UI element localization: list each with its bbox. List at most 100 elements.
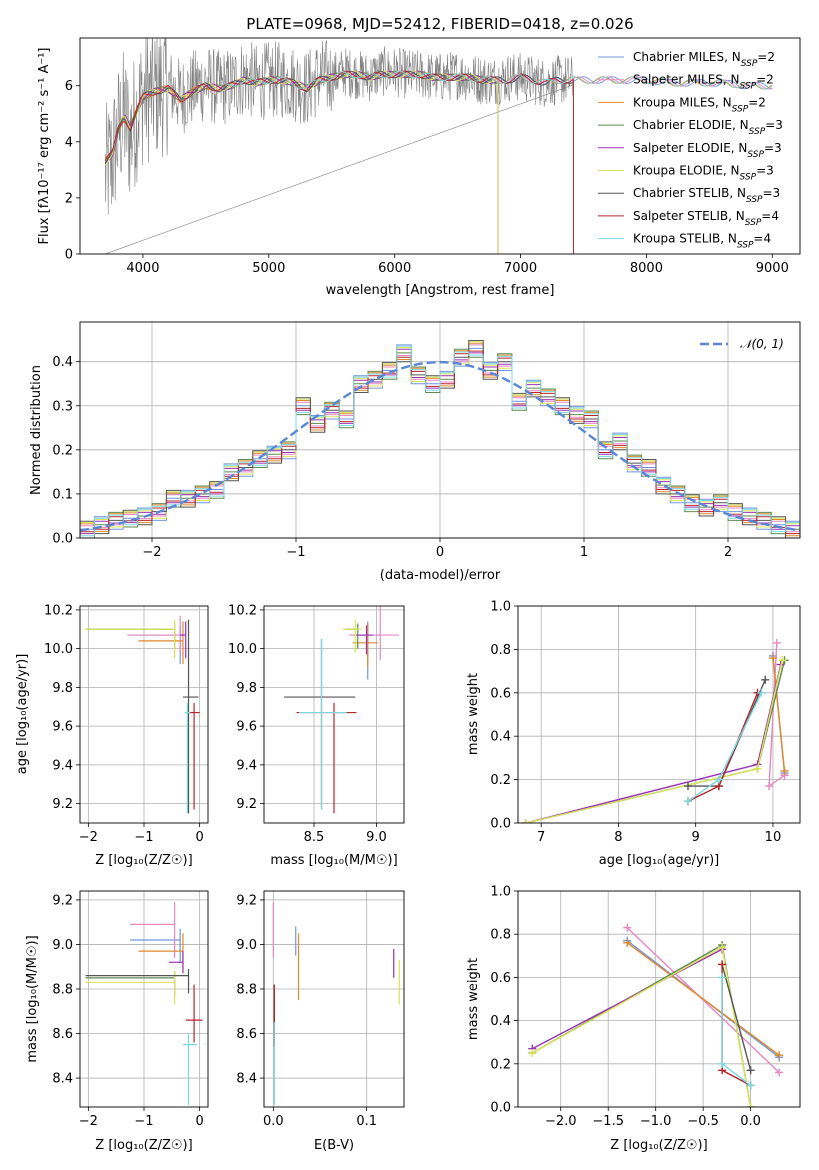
y-tick-label: 0.6: [490, 971, 511, 986]
mass-weight-line: [531, 946, 752, 1107]
mass-weight-line: [687, 692, 759, 802]
mass-weight-marker: [528, 1049, 537, 1057]
y-tick-label: 9.2: [52, 797, 73, 812]
legend-entry: Salpeter MILES, NSSP=2: [633, 73, 774, 92]
residual-histogram-step: [80, 348, 800, 538]
legend-entry: Salpeter STELIB, NSSP=4: [633, 209, 779, 228]
x-tick-label: 8: [614, 830, 622, 845]
y-tick-label: 9.0: [236, 938, 257, 953]
mass-weight-marker: [521, 819, 530, 823]
legend-entry: Chabrier ELODIE, NSSP=3: [633, 118, 783, 137]
legend-entry: 𝒩(0, 1): [740, 337, 784, 351]
mass-weight-marker: [775, 1068, 784, 1077]
y-tick-label: 0.1: [52, 487, 73, 502]
x-tick-label: 9.0: [366, 830, 387, 845]
x-tick-label: 4000: [126, 261, 159, 276]
x-axis-label: (data-model)/error: [380, 568, 501, 583]
mass-weight-marker: [623, 938, 632, 947]
mass-weight-line: [525, 664, 782, 823]
y-axis-label: Flux [fλ10⁻¹⁷ erg cm⁻² s⁻¹ A⁻¹]: [37, 48, 52, 245]
x-tick-label: −1: [134, 1114, 153, 1129]
x-tick-label: −1.0: [640, 1114, 672, 1129]
x-tick-label: 0.0: [740, 1114, 761, 1129]
axes-frame: [79, 37, 801, 255]
plot-area: [528, 923, 784, 1107]
plot-area: [85, 902, 203, 1105]
x-axis-label: Z [log₁₀(Z/Z☉)]: [95, 1138, 192, 1153]
y-tick-label: 9.4: [52, 758, 73, 773]
x-axis-label: age [log₁₀(age/yr)]: [599, 853, 720, 868]
plot-area: [521, 638, 789, 823]
x-tick-label: −0.5: [687, 1114, 719, 1129]
mass-vs-metallicity-panel: −2 −1 0 8.4 8.6 8.8 9.0 9.2 Z [log₁₀(Z/Z☉)] mass …: [25, 890, 209, 1153]
residuals-panel: −2 −1 0 1 2 0.0 0.1 0.2 0.3 0.4 𝒩(0, 1) (data-model…: [29, 321, 801, 583]
y-tick-label: 0.2: [52, 443, 73, 458]
x-tick-label: 9000: [756, 261, 789, 276]
y-tick-label: 9.2: [236, 893, 257, 908]
y-tick-label: 1.0: [490, 600, 511, 615]
spectrum-panel: 4000 5000 6000 7000 8000 9000 0 2 4 6 wavelength […: [37, 37, 801, 298]
y-tick-label: 8.4: [236, 1072, 257, 1087]
y-tick-label: 0.3: [52, 399, 73, 414]
mass-weight-vs-age-panel: 7 8 9 10 0.0 0.2 0.4 0.6 0.8 1.0 age [log₁₀(age/yr…: [466, 600, 801, 868]
mass-weight-marker: [775, 1051, 784, 1060]
y-axis-label: mass weight: [466, 958, 481, 1040]
age-vs-metallicity-panel: −2 −1 0 9.2 9.4 9.6 9.8 10.0 10.2 Z [log₁₀(Z/Z☉)]…: [15, 603, 209, 868]
y-tick-label: 8.6: [236, 1027, 257, 1042]
y-tick-label: 0.8: [490, 643, 511, 658]
normal-distribution-curve: [80, 360, 800, 532]
x-tick-label: −1.5: [592, 1114, 624, 1129]
y-tick-label: 10.2: [44, 603, 73, 618]
axes-frame: [263, 605, 405, 824]
mass-vs-extinction-panel: 0.0 0.1 8.4 8.6 8.8 9.0 9.2 E(B-V): [236, 890, 405, 1153]
y-tick-label: 0.0: [490, 1101, 511, 1116]
x-tick-label: 7000: [504, 261, 537, 276]
y-tick-label: 10.2: [228, 603, 257, 618]
mass-weight-marker: [778, 656, 787, 665]
y-tick-label: 6: [65, 79, 73, 94]
x-tick-label: −1: [134, 830, 153, 845]
y-axis-label: mass [log₁₀(M/M☉)]: [25, 935, 40, 1062]
y-tick-label: 8.8: [52, 982, 73, 997]
mass-weight-marker: [746, 1066, 755, 1075]
x-tick-label: 0.0: [263, 1114, 284, 1129]
x-axis-label: mass [log₁₀(M/M☉)]: [270, 853, 397, 868]
y-tick-label: 9.2: [236, 797, 257, 812]
mass-weight-line: [525, 660, 783, 823]
y-tick-label: 0.2: [490, 773, 511, 788]
y-tick-label: 10.0: [44, 642, 73, 657]
mass-weight-line: [721, 964, 752, 1071]
age-vs-mass-panel: 8.5 9.0 9.2 9.4 9.6 9.8 10.0 10.2 mass [log₁₀(M/…: [228, 603, 405, 868]
y-tick-label: 0.0: [490, 817, 511, 832]
mass-weight-marker: [623, 923, 632, 932]
y-tick-label: 9.8: [52, 681, 73, 696]
x-tick-label: 8000: [630, 261, 663, 276]
x-tick-label: −2: [142, 545, 161, 560]
legend-entry: Chabrier MILES, NSSP=2: [633, 50, 775, 69]
x-tick-label: 1: [580, 545, 588, 560]
axes-frame: [263, 890, 405, 1108]
mass-weight-marker: [780, 766, 789, 775]
y-axis-label: mass weight: [466, 673, 481, 755]
model-spectrum-line: [104, 70, 574, 254]
legend-entry: Salpeter ELODIE, NSSP=3: [633, 141, 782, 160]
axes-frame: [517, 890, 801, 1108]
x-tick-label: 0: [436, 545, 444, 560]
y-tick-label: 9.6: [236, 720, 257, 735]
model-spectrum-line: [220, 70, 773, 90]
plot-area: [80, 340, 800, 538]
x-tick-label: −2: [79, 830, 98, 845]
figure-title: PLATE=0968, MJD=52412, FIBERID=0418, z=0…: [246, 15, 633, 33]
y-tick-label: 4: [65, 135, 73, 150]
y-tick-label: 0.8: [490, 928, 511, 943]
y-tick-label: 9.8: [236, 681, 257, 696]
mass-weight-vs-metallicity-panel: −2.0 −1.5 −1.0 −0.5 0.0 0.0 0.2 0.4 0.6 0.8 1.0 Z […: [466, 885, 801, 1153]
mass-weight-marker: [746, 1103, 755, 1107]
y-tick-label: 0.6: [490, 686, 511, 701]
legend-entry: Kroupa STELIB, NSSP=4: [633, 232, 771, 251]
y-tick-label: 8.6: [52, 1027, 73, 1042]
x-axis-label: Z [log₁₀(Z/Z☉)]: [95, 853, 192, 868]
y-tick-label: 0.4: [490, 1014, 511, 1029]
residual-histogram-step: [80, 345, 800, 538]
